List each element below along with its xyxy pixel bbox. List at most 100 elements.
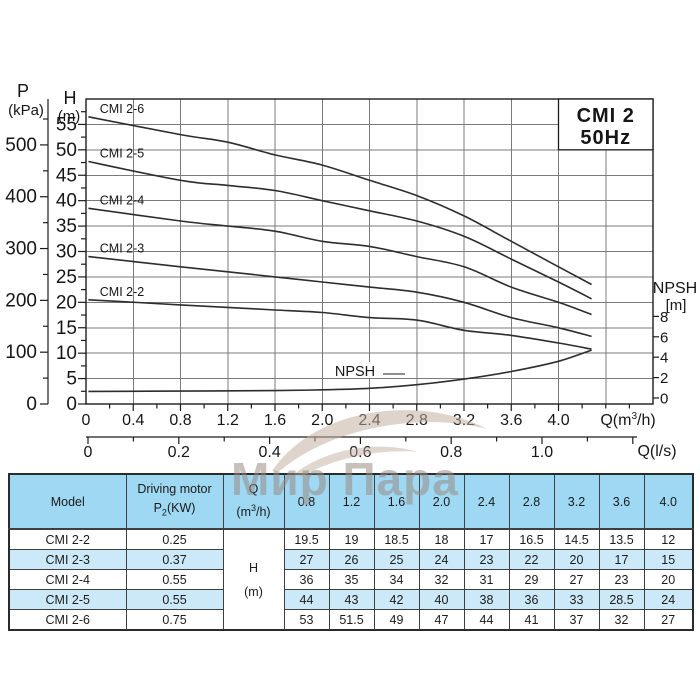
value-cell: 27 <box>553 569 600 590</box>
ls-axis-tick-label: 0.4 <box>258 444 280 461</box>
h-axis-unit: (m) <box>58 108 81 125</box>
value-cell: 41 <box>508 609 555 631</box>
npsh-axis <box>653 315 659 399</box>
p-axis-tick-label: 100 <box>5 342 37 363</box>
h-axis-tick-label: 40 <box>56 191 77 212</box>
npsh-axis-name: NPSH <box>653 280 697 297</box>
chart-title-line1: CMI 2 <box>577 105 635 127</box>
p-axis-tick-label: 500 <box>5 135 37 156</box>
pump-curve-cmi-2-4 <box>88 207 592 316</box>
npsh-label-bg <box>330 362 382 378</box>
value-cell: 44 <box>283 589 330 610</box>
power-cell: 0.55 <box>125 569 224 590</box>
table-header-q-3.6: 3.6 <box>598 473 645 530</box>
p-axis-unit: (kPa) <box>8 102 44 119</box>
value-cell: 19.5 <box>283 528 330 550</box>
table-header-q-2.4: 2.4 <box>463 473 510 530</box>
value-cell: 24 <box>643 589 694 610</box>
value-cell: 49 <box>373 609 420 631</box>
pump-curve-cmi-2-5 <box>88 160 592 300</box>
h-axis-tick-label: 25 <box>56 267 77 288</box>
npsh-curve-label: NPSH <box>335 364 375 380</box>
pump-curve-cmi-2-3 <box>88 255 592 338</box>
h-axis-tick-label: 35 <box>56 216 77 237</box>
value-cell: 18 <box>418 528 465 550</box>
x-axis-tick-label: 0.4 <box>122 412 144 429</box>
curve-label-cmi-2-5: CMI 2-5 <box>100 147 145 161</box>
value-cell: 36 <box>508 589 555 610</box>
x-axis <box>109 404 630 411</box>
h-axis-tick-label: 45 <box>56 165 77 186</box>
p-axis <box>40 99 49 405</box>
value-cell: 33 <box>553 589 600 610</box>
value-cell: 20 <box>643 569 694 590</box>
value-cell: 17 <box>598 549 645 570</box>
h-axis-tick-label: 50 <box>56 140 77 161</box>
value-cell: 29 <box>508 569 555 590</box>
table-header-q-2.8: 2.8 <box>508 473 555 530</box>
curve-label-cmi-2-3: CMI 2-3 <box>100 242 145 256</box>
table-row-cmi-2-6: CMI 2-6 0.75 53 51.5 49 47 44 41 37 32 27 <box>8 609 694 631</box>
power-cell: 0.55 <box>125 589 224 610</box>
value-cell: 27 <box>283 549 330 570</box>
table-row-cmi-2-3: CMI 2-3 0.37 27 26 25 24 23 22 20 17 15 <box>8 549 694 570</box>
x-axis-tick-label: 3.6 <box>500 412 522 429</box>
spec-table: Model Driving motor P2(KW) Q (m3/h) 0.8 1.2 1.6… <box>8 473 694 631</box>
table-row-cmi-2-2: CMI 2-2 0.25 H (m) 19.5 19 18.5 18 17 16.5 14.5 13.… <box>8 528 694 631</box>
curve-label-cmi-2-4: CMI 2-4 <box>100 193 145 207</box>
h-axis-tick-label: 55 <box>56 114 77 135</box>
x-axis-tick-label: 1.2 <box>217 412 239 429</box>
h-axis-name: H <box>64 88 77 108</box>
ls-axis-tick-label: 0.8 <box>440 444 462 461</box>
value-cell: 15 <box>643 549 694 570</box>
table-header-q-4.0: 4.0 <box>643 473 694 530</box>
power-cell: 0.37 <box>125 549 224 570</box>
value-cell: 28.5 <box>598 589 645 610</box>
p-axis-tick-label: 200 <box>5 290 37 311</box>
table-header-q-3.2: 3.2 <box>553 473 600 530</box>
table-header-q-1.6: 1.6 <box>373 473 420 530</box>
pump-curve-cmi-2-6 <box>88 116 592 286</box>
x-axis-tick-label: 2.4 <box>358 412 380 429</box>
specification-table: Model Driving motor P2(KW) Q (m3/h) 0.8 1.2 1.6… <box>8 473 694 631</box>
model-cell: CMI 2-2 <box>8 528 127 550</box>
power-cell: 0.25 <box>125 528 224 550</box>
npsh-axis-tick-label: 0 <box>660 391 668 408</box>
value-cell: 32 <box>418 569 465 590</box>
table-header-driving-motor: Driving motor P2(KW) <box>125 473 224 530</box>
model-cell: CMI 2-6 <box>8 609 127 631</box>
value-cell: 32 <box>598 609 645 631</box>
x-axis-tick-label: 3.2 <box>453 412 475 429</box>
model-cell: CMI 2-4 <box>8 569 127 590</box>
value-cell: 40 <box>418 589 465 610</box>
value-cell: 26 <box>328 549 375 570</box>
model-cell: CMI 2-5 <box>8 589 127 610</box>
npsh-curve <box>88 349 592 393</box>
value-cell: 34 <box>373 569 420 590</box>
table-header-q-2.0: 2.0 <box>418 473 465 530</box>
ls-axis-tick-label: 0.2 <box>168 444 190 461</box>
x-axis-tick-label: 4.0 <box>547 412 569 429</box>
value-cell: 25 <box>373 549 420 570</box>
value-cell: 13.5 <box>598 528 645 550</box>
value-cell: 51.5 <box>328 609 375 631</box>
table-header-model: Model <box>8 473 127 530</box>
x-axis-tick-label: 2.0 <box>311 412 333 429</box>
value-cell: 27 <box>643 609 694 631</box>
chart-title-line2: 50Hz <box>580 127 631 149</box>
h-axis-tick-label: 5 <box>66 369 77 390</box>
npsh-axis-tick-label: 2 <box>660 370 668 387</box>
npsh-axis-tick-label: 8 <box>660 309 668 326</box>
power-cell: 0.75 <box>125 609 224 631</box>
value-cell: 35 <box>328 569 375 590</box>
h-axis-tick-label: 10 <box>56 343 77 364</box>
ls-axis <box>86 436 637 444</box>
value-cell: 31 <box>463 569 510 590</box>
value-cell: 18.5 <box>373 528 420 550</box>
ls-axis-title: Q(l/s) <box>637 443 676 460</box>
value-cell: 19 <box>328 528 375 550</box>
model-cell: CMI 2-3 <box>8 549 127 570</box>
npsh-axis-tick-label: 4 <box>660 350 668 367</box>
